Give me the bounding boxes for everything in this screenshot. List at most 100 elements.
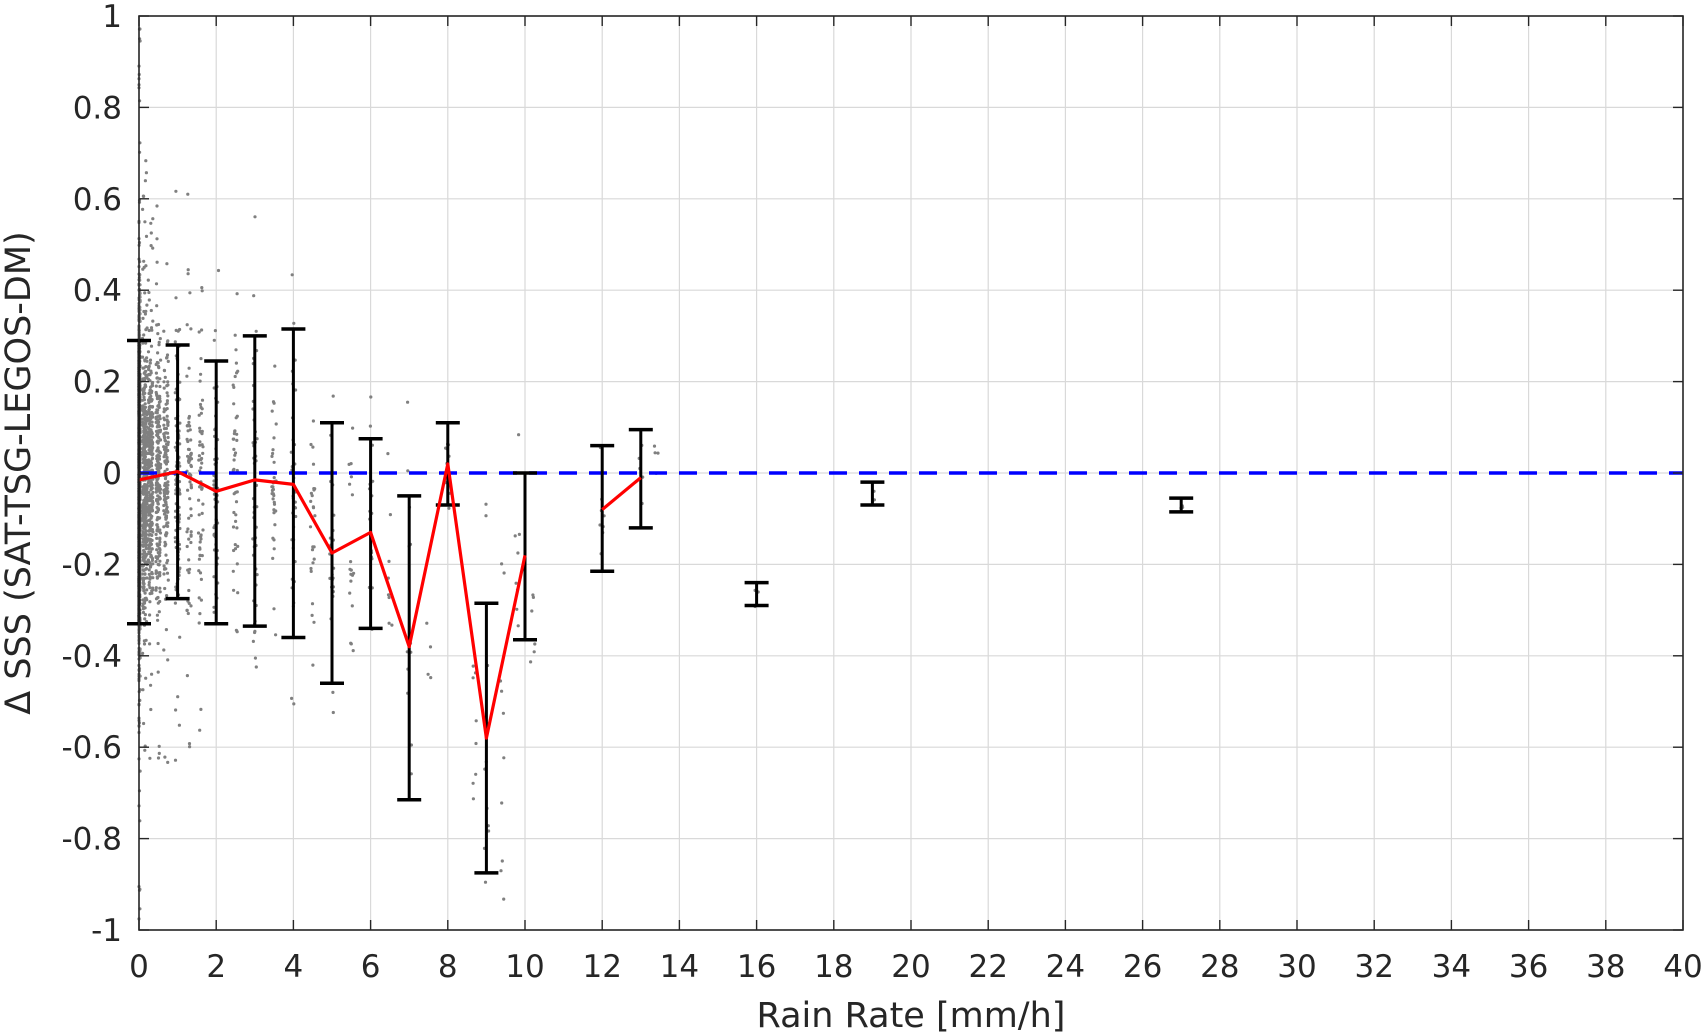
scatter-point <box>425 621 429 625</box>
scatter-point <box>143 402 147 406</box>
scatter-point <box>150 453 154 457</box>
scatter-point <box>235 630 239 634</box>
scatter-point <box>273 364 277 368</box>
scatter-point <box>162 434 166 438</box>
scatter-point <box>150 572 154 576</box>
scatter-point <box>165 353 170 357</box>
scatter-point <box>146 537 150 541</box>
scatter-point <box>147 490 151 494</box>
scatter-point <box>163 755 167 759</box>
scatter-point <box>310 548 315 552</box>
scatter-point <box>156 670 160 674</box>
scatter-point <box>148 495 153 499</box>
scatter-point <box>142 395 146 399</box>
scatter-point <box>199 535 203 539</box>
scatter-point <box>163 492 167 496</box>
scatter-point <box>158 397 162 401</box>
scatter-point <box>187 414 191 419</box>
scatter-point <box>368 424 372 428</box>
scatter-point <box>142 456 146 460</box>
scatter-point <box>143 508 147 512</box>
scatter-point <box>199 458 203 462</box>
y-tick-label: -0.8 <box>62 822 123 858</box>
scatter-point <box>155 467 159 471</box>
x-tick-label: 26 <box>1123 949 1162 985</box>
scatter-point <box>149 244 153 248</box>
scatter-point <box>147 529 151 533</box>
scatter-point <box>155 304 159 308</box>
scatter-point <box>141 544 145 548</box>
scatter-point <box>173 340 177 344</box>
scatter-point <box>484 514 488 518</box>
scatter-point <box>253 215 257 219</box>
scatter-point <box>155 523 159 527</box>
scatter-point <box>294 514 298 519</box>
scatter-point <box>197 454 201 458</box>
scatter-point <box>187 366 191 370</box>
scatter-point <box>197 621 201 625</box>
scatter-point <box>231 569 235 573</box>
scatter-point <box>312 488 316 492</box>
scatter-point <box>500 859 504 863</box>
scatter-point <box>147 583 151 587</box>
scatter-point <box>141 688 145 692</box>
scatter-point <box>198 553 202 558</box>
scatter-point <box>143 617 147 621</box>
scatter-point <box>212 338 216 342</box>
scatter-point <box>292 321 296 325</box>
scatter-point <box>151 530 155 534</box>
x-tick-label: 12 <box>582 949 621 985</box>
scatter-point <box>351 426 355 430</box>
scatter-point <box>272 476 276 480</box>
scatter-point <box>162 572 166 576</box>
scatter-point <box>165 414 169 418</box>
scatter-point <box>165 340 170 344</box>
scatter-point <box>163 431 167 435</box>
scatter-point <box>163 481 167 486</box>
scatter-point <box>189 327 193 331</box>
scatter-point <box>166 760 170 765</box>
x-tick-label: 30 <box>1277 949 1316 985</box>
scatter-point <box>142 601 147 605</box>
scatter-point <box>148 361 152 365</box>
scatter-point <box>652 444 657 448</box>
scatter-point <box>143 391 147 395</box>
scatter-point <box>166 460 170 464</box>
scatter-point <box>155 613 159 617</box>
scatter-point <box>149 231 153 235</box>
scatter-point <box>311 419 315 423</box>
scatter-point <box>150 381 154 386</box>
scatter-point <box>187 457 191 461</box>
scatter-point <box>186 568 190 572</box>
scatter-point <box>447 506 451 510</box>
scatter-point <box>187 558 191 562</box>
scatter-point <box>145 326 149 330</box>
scatter-point <box>158 540 162 544</box>
scatter-point <box>155 392 159 396</box>
scatter-point <box>141 355 145 359</box>
x-axis-label: Rain Rate [mm/h] <box>757 996 1066 1035</box>
scatter-point <box>141 581 145 585</box>
scatter-point <box>173 536 177 540</box>
scatter-point <box>312 620 316 624</box>
scatter-point <box>163 586 167 591</box>
scatter-point <box>471 676 475 680</box>
scatter-point <box>141 518 145 523</box>
scatter-point <box>147 412 151 416</box>
scatter-point <box>234 490 238 494</box>
scatter-point <box>144 516 148 520</box>
x-tick-label: 36 <box>1509 949 1548 985</box>
scatter-point <box>164 500 168 504</box>
x-tick-label: 34 <box>1432 949 1471 985</box>
scatter-point <box>532 650 536 654</box>
scatter-point <box>157 554 161 558</box>
scatter-point <box>273 523 277 527</box>
scatter-point <box>142 721 146 726</box>
scatter-point <box>158 551 162 555</box>
scatter-point <box>500 801 504 805</box>
scatter-point <box>166 495 170 500</box>
scatter-point <box>198 612 202 616</box>
scatter-point <box>201 502 205 506</box>
scatter-point <box>158 586 162 590</box>
scatter-point <box>406 469 410 473</box>
